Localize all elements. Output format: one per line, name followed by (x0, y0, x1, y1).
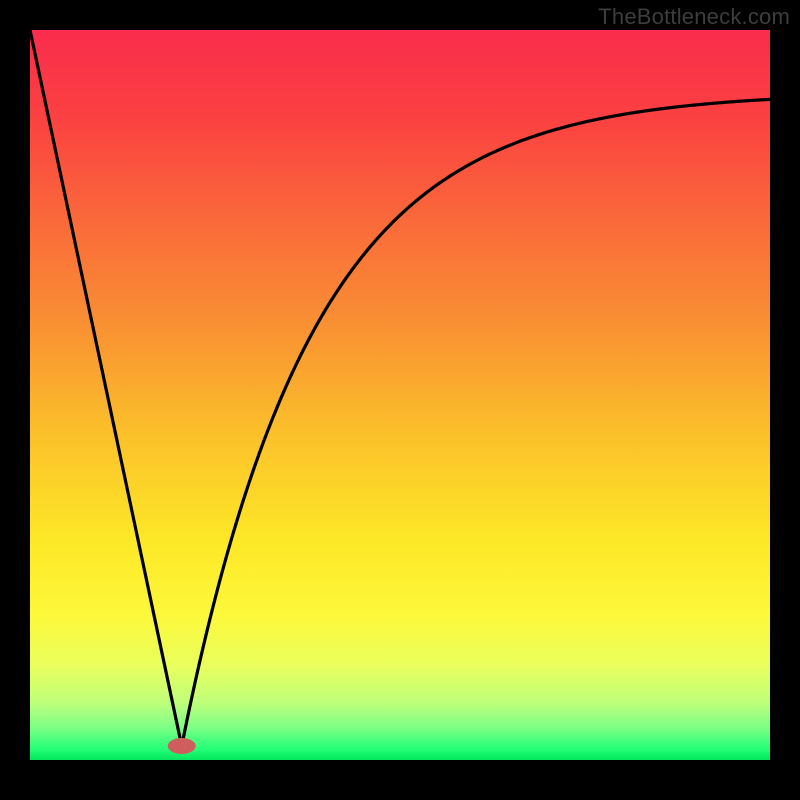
watermark-text: TheBottleneck.com (598, 4, 790, 30)
chart-frame: TheBottleneck.com (0, 0, 800, 800)
bottleneck-curve-chart (0, 0, 800, 800)
gradient-background (30, 30, 770, 760)
bottleneck-point-marker (168, 738, 196, 754)
